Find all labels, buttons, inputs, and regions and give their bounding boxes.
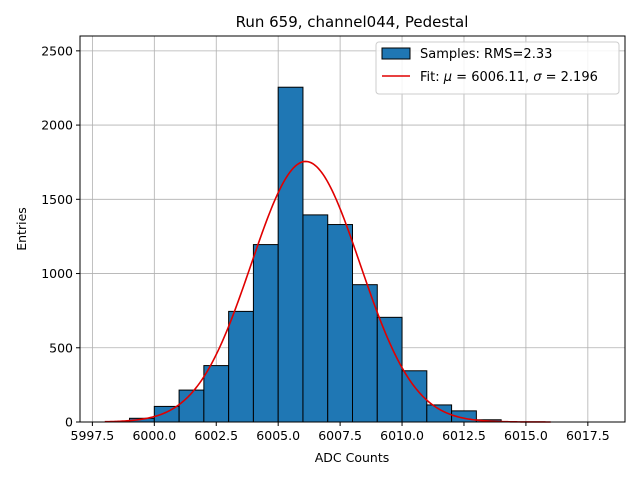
histogram-bar [203,365,230,423]
histogram-bar [352,284,378,423]
x-tick-label: 6000.0 [132,428,176,443]
y-tick-label: 0 [65,415,73,430]
histogram-bar [302,214,329,423]
x-tick-label: 6015.0 [504,428,548,443]
y-tick-label: 1000 [41,266,73,281]
x-tick-label: 6002.5 [194,428,238,443]
chart-title: Run 659, channel044, Pedestal [236,13,469,31]
y-tick-label: 500 [49,340,73,355]
x-tick-label: 5997.5 [71,428,115,443]
histogram-bar [178,389,205,423]
y-axis-ticks: 0 500 1000 1500 2000 2500 [41,43,80,430]
histogram-bar [228,310,254,423]
legend-box [375,41,620,95]
legend: Samples: RMS=2.33 Fit: μ = 6006.11, σ = … [375,41,620,95]
x-axis-label: ADC Counts [315,450,390,465]
x-tick-label: 6010.0 [380,428,424,443]
x-tick-label: 6005.0 [256,428,300,443]
y-tick-label: 2000 [41,118,73,133]
plot-frame [79,35,626,423]
legend-label-samples: Samples: RMS=2.33 [420,47,552,62]
histogram-bar [277,86,304,423]
fit-curve [104,160,551,423]
x-axis-ticks: 5997.5 6000.0 6002.5 6005.0 6007.5 6010.0 6012… [71,422,610,443]
legend-swatch-samples [381,47,411,60]
x-tick-label: 6017.5 [566,428,610,443]
histogram-bars [129,86,502,423]
x-tick-label: 6007.5 [318,428,362,443]
legend-label-fit: Fit: μ = 6006.11, σ = 2.196 [420,70,598,85]
x-tick-label: 6012.5 [442,428,486,443]
histogram-bar [327,224,353,423]
y-axis-label: Entries [14,207,29,251]
y-tick-label: 2500 [41,43,73,58]
histogram-bar [376,316,403,423]
histogram-bar [252,244,279,423]
y-tick-label: 1500 [41,192,73,207]
histogram-bar [153,405,180,423]
